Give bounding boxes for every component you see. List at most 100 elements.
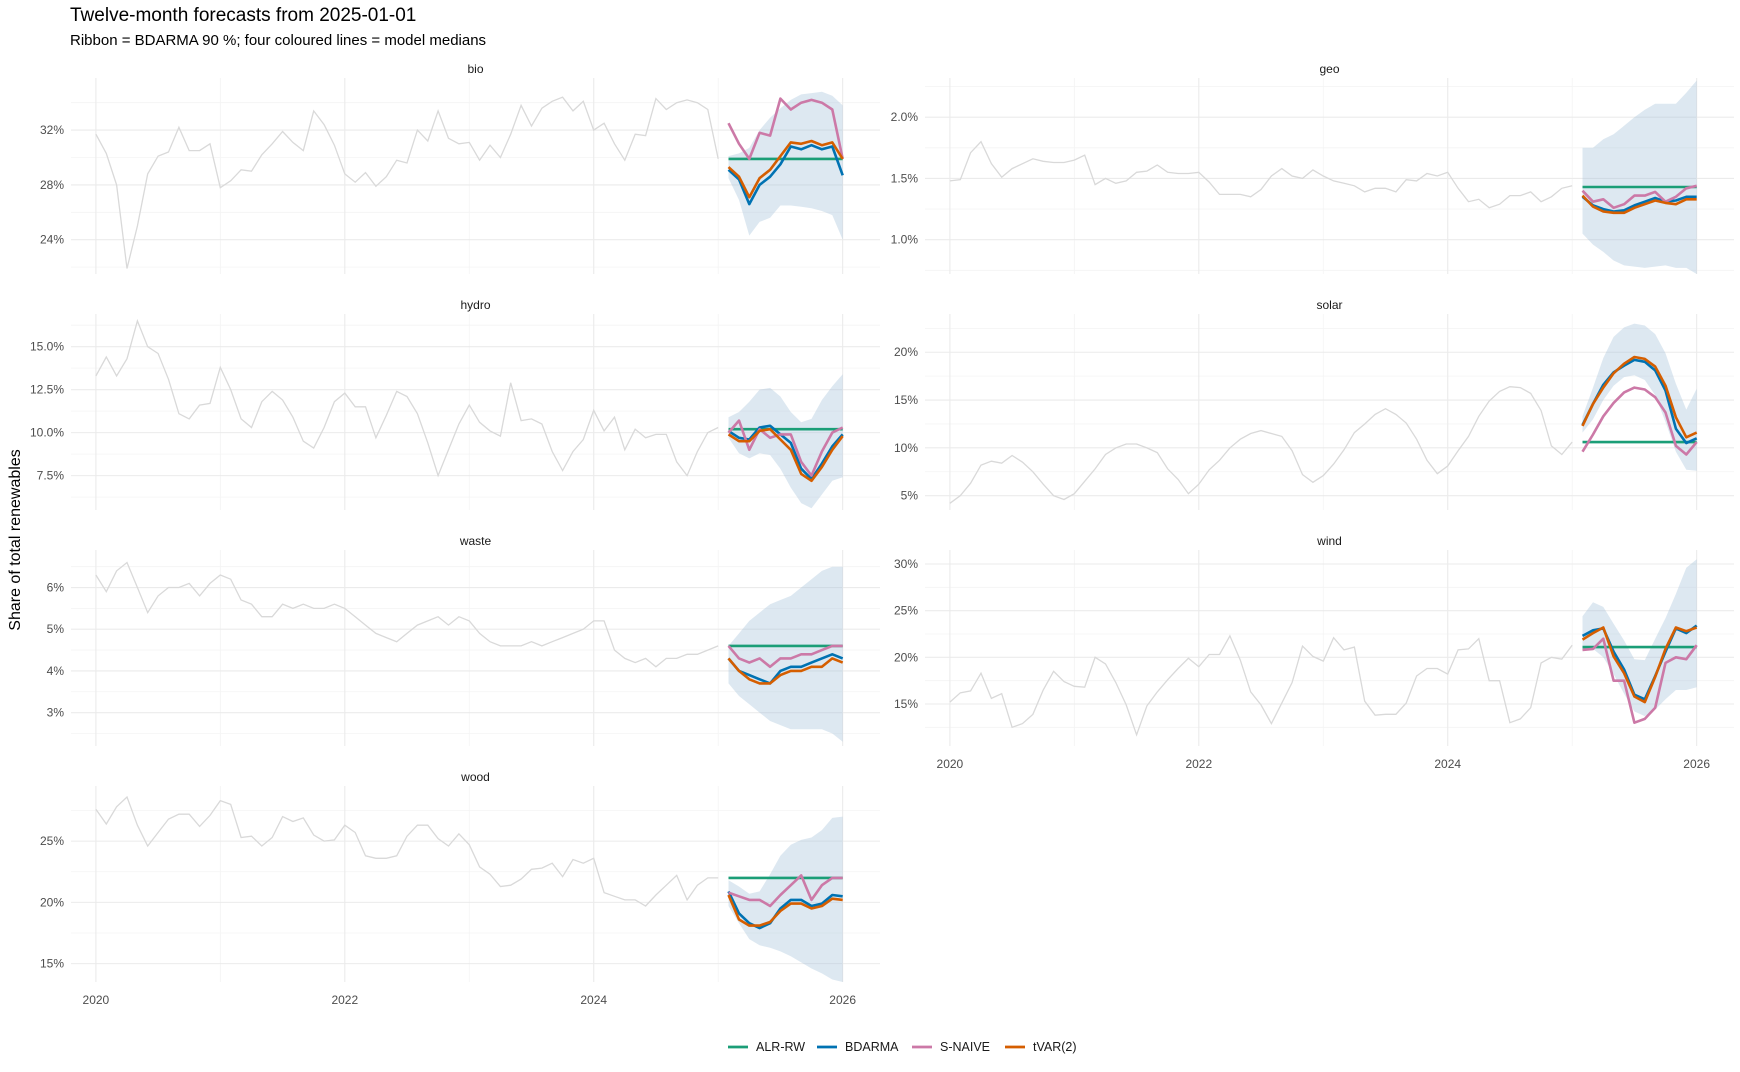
legend-label: BDARMA [845, 1040, 899, 1054]
series-line-s-naive [1581, 386, 1698, 456]
legend-label: ALR-RW [756, 1040, 805, 1054]
panel-wind: wind 15% 20% 25% 30% 2020 2022 2024 2026 [894, 534, 1734, 771]
x-tick-label: 2022 [1185, 757, 1212, 771]
x-tick-label: 2026 [1683, 757, 1710, 771]
series-line-bdarma [727, 890, 843, 930]
y-tick-label: 15% [894, 393, 918, 407]
y-tick-label: 25% [894, 604, 918, 618]
y-axis-label: Share of total renewables [7, 449, 24, 630]
bdarma-90-ribbon [728, 91, 843, 240]
series-line-tvar-2- [1581, 355, 1698, 439]
series-line-bdarma [727, 143, 844, 206]
panel-title: waste [459, 534, 492, 548]
y-tick-label: 30% [894, 557, 918, 571]
legend-item: S-NAIVE [912, 1040, 990, 1054]
series-line-bdarma [727, 424, 844, 481]
y-tick-label: 25% [40, 834, 64, 848]
major-grid [71, 786, 880, 982]
history-line [949, 386, 1573, 504]
chart-subtitle: Ribbon = BDARMA 90 %; four coloured line… [70, 32, 486, 49]
minor-grid [71, 314, 880, 510]
y-tick-label: 10.0% [30, 426, 64, 440]
x-tick-label: 2022 [331, 993, 358, 1007]
y-tick-label: 20% [894, 345, 918, 359]
panel-title: wood [460, 770, 490, 784]
y-tick-label: 2.0% [891, 110, 919, 124]
history-line [95, 96, 719, 269]
y-tick-label: 20% [40, 895, 64, 909]
panel-title: solar [1316, 298, 1342, 312]
bdarma-90-ribbon [728, 566, 843, 742]
panel-geo: geo 1.0% 1.5% 2.0% [891, 62, 1734, 274]
history-line [95, 561, 719, 668]
y-tick-label: 15.0% [30, 340, 64, 354]
y-tick-label: 7.5% [37, 469, 65, 483]
panel-title: hydro [460, 298, 490, 312]
series-line-tvar-2- [727, 139, 844, 199]
legend: ALR-RW BDARMA S-NAIVE tVAR(2) [728, 1040, 1077, 1054]
series-line-s-naive [1582, 637, 1698, 725]
legend-label: tVAR(2) [1033, 1040, 1077, 1054]
minor-grid [71, 550, 880, 746]
y-tick-label: 12.5% [30, 383, 64, 397]
bdarma-90-ribbon [1582, 559, 1697, 717]
legend-item: tVAR(2) [1005, 1040, 1077, 1054]
y-tick-label: 5% [901, 489, 919, 503]
series-line-s-naive [727, 419, 844, 477]
y-tick-label: 3% [47, 706, 65, 720]
series-line-tvar-2- [1581, 626, 1698, 704]
minor-grid [71, 786, 880, 982]
series-line-s-naive [727, 97, 844, 161]
bdarma-90-ribbon [1582, 80, 1697, 274]
series-line-tvar-2- [727, 427, 844, 483]
bdarma-90-ribbon [728, 816, 843, 982]
history-line [949, 140, 1573, 209]
y-tick-label: 1.5% [891, 171, 919, 185]
series-line-s-naive [727, 644, 843, 669]
y-tick-label: 1.0% [891, 233, 919, 247]
x-tick-label: 2020 [83, 993, 110, 1007]
minor-grid [925, 550, 1734, 746]
series-line-tvar-2- [1581, 194, 1697, 215]
y-tick-label: 4% [47, 664, 65, 678]
series-line-s-naive [728, 874, 843, 908]
history-line [949, 634, 1573, 737]
panel-waste: waste 3% 4% 5% 6% [47, 534, 880, 746]
history-line [95, 318, 719, 478]
series-line-tvar-2- [727, 657, 844, 685]
legend-item: BDARMA [817, 1040, 899, 1054]
y-tick-label: 6% [47, 581, 65, 595]
x-tick-label: 2024 [580, 993, 607, 1007]
panel-title: wind [1316, 534, 1342, 548]
y-tick-label: 28% [40, 178, 64, 192]
bdarma-90-ribbon [1582, 323, 1697, 471]
legend-item: ALR-RW [728, 1040, 805, 1054]
panel-hydro: hydro 7.5% 10.0% 12.5% 15.0% [30, 298, 880, 510]
panel-solar: solar 5% 10% 15% 20% [894, 298, 1734, 510]
panel-title: bio [467, 62, 483, 76]
y-tick-label: 32% [40, 123, 64, 137]
major-grid [925, 550, 1734, 746]
series-line-bdarma [1581, 195, 1697, 213]
series-line-tvar-2- [727, 894, 843, 927]
y-tick-label: 15% [40, 957, 64, 971]
panel-title: geo [1319, 62, 1339, 76]
panel-bio: bio 24% 28% 32% [40, 62, 880, 274]
series-line-bdarma [727, 652, 844, 685]
major-grid [925, 314, 1734, 510]
history-line [95, 795, 719, 907]
y-tick-label: 24% [40, 233, 64, 247]
x-tick-label: 2024 [1434, 757, 1461, 771]
series-line-s-naive [1581, 184, 1698, 210]
minor-grid [71, 78, 880, 274]
y-tick-label: 5% [47, 622, 65, 636]
major-grid [71, 314, 880, 510]
y-tick-label: 20% [894, 650, 918, 664]
x-tick-label: 2026 [829, 993, 856, 1007]
x-tick-label: 2020 [937, 757, 964, 771]
chart-title: Twelve-month forecasts from 2025-01-01 [70, 5, 416, 26]
panel-wood: wood 15% 20% 25% 2020 2022 2024 2026 [40, 770, 880, 1007]
legend-label: S-NAIVE [940, 1040, 990, 1054]
y-tick-label: 10% [894, 441, 918, 455]
